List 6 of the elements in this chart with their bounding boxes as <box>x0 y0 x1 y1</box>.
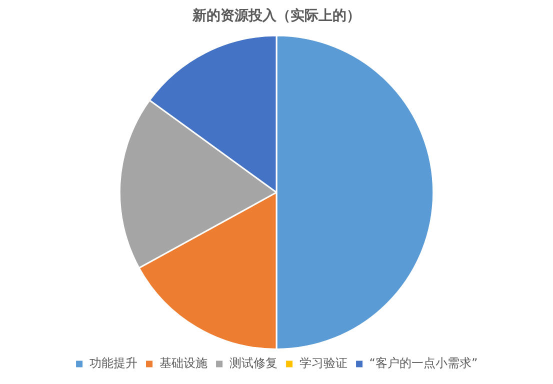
legend-label: 基础设施 <box>159 356 208 370</box>
legend-label: 测试修复 <box>229 356 278 370</box>
legend-label: 功能提升 <box>89 356 138 370</box>
legend-label: “客户的一点小需求” <box>369 356 478 370</box>
chart-title: 新的资源投入（实际上的） <box>192 7 360 24</box>
legend-label: 学习验证 <box>299 356 348 370</box>
